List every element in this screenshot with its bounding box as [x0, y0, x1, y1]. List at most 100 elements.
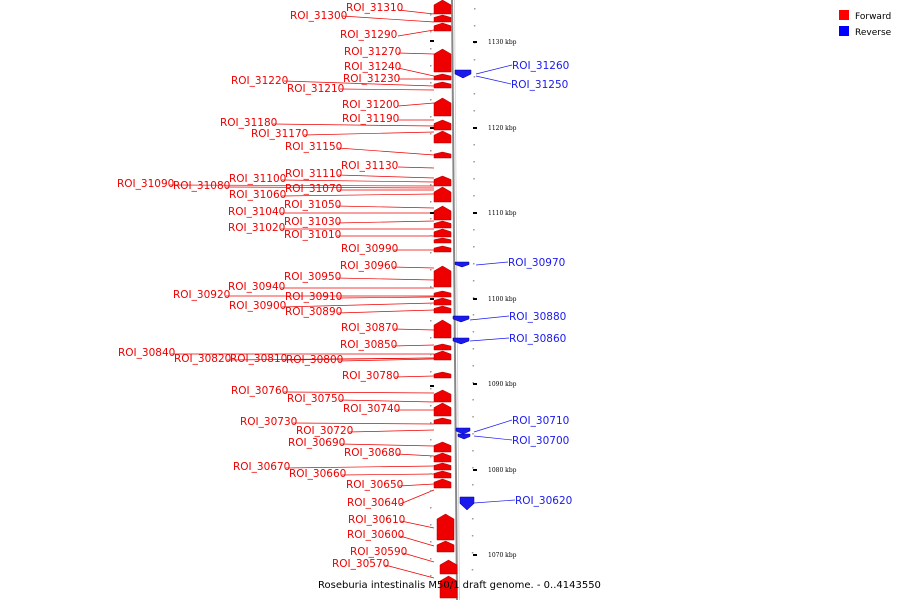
forward-gene-label[interactable]: ROI_30670: [233, 461, 290, 473]
reverse-gene-label[interactable]: ROI_30710: [512, 415, 569, 427]
forward-gene[interactable]: [433, 205, 452, 221]
forward-gene-label[interactable]: ROI_30690: [288, 437, 345, 449]
forward-gene-label[interactable]: ROI_31130: [341, 160, 398, 172]
forward-gene-label[interactable]: ROI_31190: [342, 113, 399, 125]
reverse-gene[interactable]: [457, 433, 471, 440]
forward-gene-label[interactable]: ROI_31060: [229, 189, 286, 201]
forward-gene-label[interactable]: ROI_31220: [231, 75, 288, 87]
forward-gene[interactable]: [433, 343, 452, 351]
forward-gene[interactable]: [433, 151, 452, 159]
reverse-gene-label[interactable]: ROI_31260: [512, 60, 569, 72]
forward-gene-label[interactable]: ROI_30760: [231, 385, 288, 397]
forward-gene-label[interactable]: ROI_30810: [230, 353, 287, 365]
forward-gene-label[interactable]: ROI_31100: [229, 173, 286, 185]
forward-gene-label[interactable]: ROI_30730: [240, 416, 297, 428]
forward-gene[interactable]: [433, 73, 452, 81]
forward-gene[interactable]: [439, 575, 458, 599]
forward-gene[interactable]: [433, 175, 452, 187]
forward-gene-label[interactable]: ROI_30570: [332, 558, 389, 570]
forward-gene-label[interactable]: ROI_31210: [287, 83, 344, 95]
forward-gene-label[interactable]: ROI_31040: [228, 206, 285, 218]
reverse-gene[interactable]: [459, 496, 475, 511]
forward-gene-label[interactable]: ROI_31010: [284, 229, 341, 241]
forward-gene-label[interactable]: ROI_30740: [343, 403, 400, 415]
forward-gene[interactable]: [433, 245, 452, 253]
forward-gene-label[interactable]: ROI_31200: [342, 99, 399, 111]
forward-gene[interactable]: [433, 452, 452, 463]
forward-gene[interactable]: [433, 265, 452, 288]
forward-gene-label[interactable]: ROI_30660: [289, 468, 346, 480]
forward-gene[interactable]: [433, 478, 452, 489]
reverse-gene-label[interactable]: ROI_30970: [508, 257, 565, 269]
forward-gene[interactable]: [433, 290, 452, 298]
forward-gene-label[interactable]: ROI_30800: [286, 354, 343, 366]
forward-gene[interactable]: [433, 441, 452, 453]
forward-gene-label[interactable]: ROI_31070: [285, 183, 342, 195]
forward-gene[interactable]: [433, 130, 452, 144]
reverse-gene-label[interactable]: ROI_30860: [509, 333, 566, 345]
forward-gene[interactable]: [433, 119, 452, 131]
forward-gene[interactable]: [433, 402, 452, 417]
forward-gene-label[interactable]: ROI_31170: [251, 128, 308, 140]
forward-gene-label[interactable]: ROI_30820: [174, 353, 231, 365]
forward-gene-label[interactable]: ROI_30650: [346, 479, 403, 491]
forward-gene-label[interactable]: ROI_30890: [285, 306, 342, 318]
forward-gene-label[interactable]: ROI_31300: [290, 10, 347, 22]
forward-gene-label[interactable]: ROI_31110: [285, 168, 342, 180]
forward-gene-label[interactable]: ROI_31150: [285, 141, 342, 153]
forward-gene-label[interactable]: ROI_30610: [348, 514, 405, 526]
reverse-gene-label[interactable]: ROI_30700: [512, 435, 569, 447]
forward-gene[interactable]: [433, 350, 452, 361]
forward-gene-label[interactable]: ROI_30680: [344, 447, 401, 459]
forward-gene[interactable]: [433, 305, 452, 314]
forward-gene-label[interactable]: ROI_30920: [173, 289, 230, 301]
forward-gene-label[interactable]: ROI_30960: [340, 260, 397, 272]
reverse-gene[interactable]: [452, 337, 470, 345]
forward-gene-label[interactable]: ROI_31090: [117, 178, 174, 190]
forward-gene[interactable]: [433, 220, 452, 229]
forward-gene[interactable]: [433, 389, 452, 403]
forward-gene[interactable]: [433, 97, 452, 117]
forward-gene-label[interactable]: ROI_30850: [340, 339, 397, 351]
forward-gene[interactable]: [433, 0, 452, 15]
forward-gene-label[interactable]: ROI_31290: [340, 29, 397, 41]
forward-gene[interactable]: [433, 297, 452, 306]
forward-gene-label[interactable]: ROI_30940: [228, 281, 285, 293]
forward-gene[interactable]: [433, 462, 452, 471]
forward-gene-label[interactable]: ROI_30950: [284, 271, 341, 283]
forward-gene-label[interactable]: ROI_30990: [341, 243, 398, 255]
forward-gene[interactable]: [433, 14, 452, 23]
forward-gene-label[interactable]: ROI_30750: [287, 393, 344, 405]
forward-gene[interactable]: [433, 237, 452, 244]
forward-gene-label[interactable]: ROI_30720: [296, 425, 353, 437]
forward-gene-label[interactable]: ROI_31020: [228, 222, 285, 234]
forward-gene[interactable]: [433, 186, 452, 203]
reverse-gene[interactable]: [454, 69, 472, 79]
forward-gene[interactable]: [433, 470, 452, 479]
forward-gene-label[interactable]: ROI_30600: [347, 529, 404, 541]
reverse-gene[interactable]: [452, 315, 470, 323]
forward-gene-label[interactable]: ROI_31030: [284, 216, 341, 228]
forward-gene-label[interactable]: ROI_31080: [173, 180, 230, 192]
forward-gene-label[interactable]: ROI_30910: [285, 291, 342, 303]
forward-gene-label[interactable]: ROI_30840: [118, 347, 175, 359]
reverse-gene[interactable]: [454, 261, 470, 268]
reverse-gene[interactable]: [455, 427, 471, 435]
forward-gene[interactable]: [433, 48, 452, 73]
reverse-gene-label[interactable]: ROI_30880: [509, 311, 566, 323]
forward-gene[interactable]: [433, 22, 452, 32]
forward-gene-label[interactable]: ROI_30900: [229, 300, 286, 312]
forward-gene-label[interactable]: ROI_31050: [284, 199, 341, 211]
forward-gene-label[interactable]: ROI_31270: [344, 46, 401, 58]
forward-gene[interactable]: [433, 371, 452, 379]
forward-gene-label[interactable]: ROI_31240: [344, 61, 401, 73]
forward-gene-label[interactable]: ROI_31180: [220, 117, 277, 129]
reverse-gene-label[interactable]: ROI_31250: [511, 79, 568, 91]
forward-gene-label[interactable]: ROI_30780: [342, 370, 399, 382]
forward-gene-label[interactable]: ROI_31310: [346, 2, 403, 14]
forward-gene[interactable]: [436, 540, 455, 553]
forward-gene-label[interactable]: ROI_31230: [343, 73, 400, 85]
forward-gene[interactable]: [433, 319, 452, 339]
forward-gene-label[interactable]: ROI_30590: [350, 546, 407, 558]
forward-gene[interactable]: [436, 513, 455, 541]
